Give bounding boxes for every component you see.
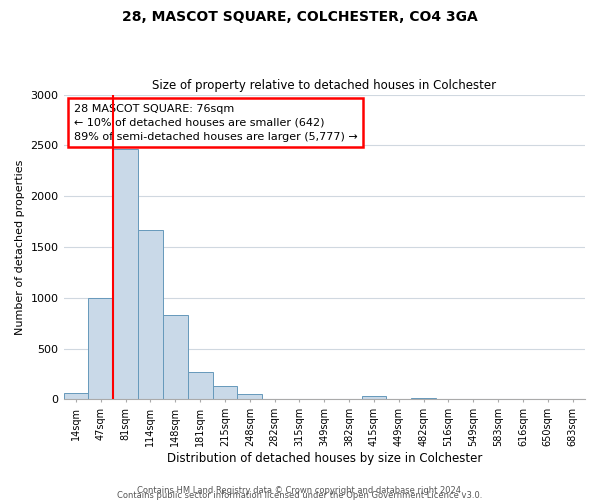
Text: 28, MASCOT SQUARE, COLCHESTER, CO4 3GA: 28, MASCOT SQUARE, COLCHESTER, CO4 3GA (122, 10, 478, 24)
Y-axis label: Number of detached properties: Number of detached properties (15, 160, 25, 334)
Bar (163, 315, 188, 400)
Bar (138, 230, 163, 400)
Text: Contains HM Land Registry data © Crown copyright and database right 2024.: Contains HM Land Registry data © Crown c… (137, 486, 463, 495)
Title: Size of property relative to detached houses in Colchester: Size of property relative to detached ho… (152, 79, 496, 92)
Bar (64, 394, 88, 400)
Text: 28 MASCOT SQUARE: 76sqm
← 10% of detached houses are smaller (642)
89% of semi-d: 28 MASCOT SQUARE: 76sqm ← 10% of detache… (74, 104, 358, 142)
Bar (212, 386, 238, 400)
X-axis label: Distribution of detached houses by size in Colchester: Distribution of detached houses by size … (167, 452, 482, 465)
Bar (411, 398, 436, 400)
Text: Contains public sector information licensed under the Open Government Licence v3: Contains public sector information licen… (118, 491, 482, 500)
Bar (362, 396, 386, 400)
Bar (188, 372, 212, 400)
Bar (238, 394, 262, 400)
Bar (113, 150, 138, 400)
Bar (88, 298, 113, 400)
